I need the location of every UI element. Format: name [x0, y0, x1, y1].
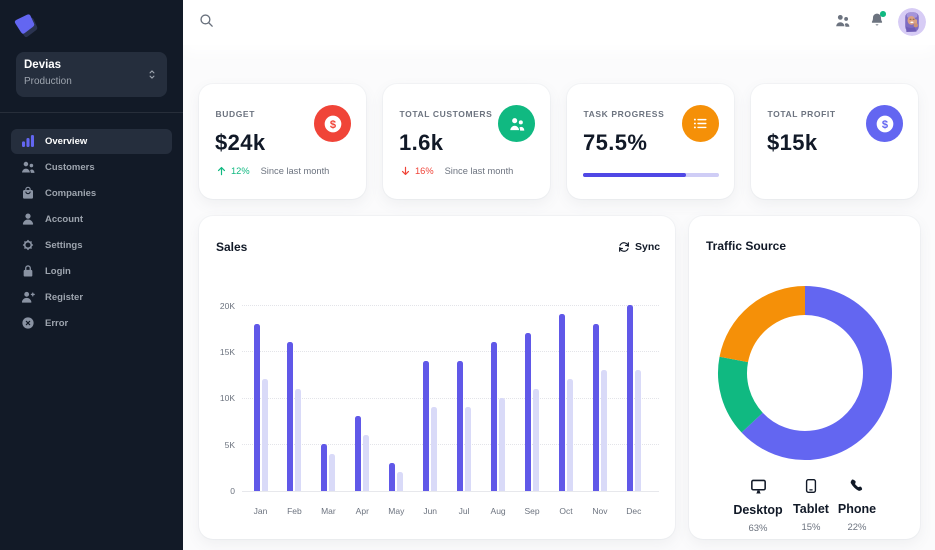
svg-text:$: $ [329, 119, 336, 131]
svg-text:$: $ [881, 119, 888, 131]
